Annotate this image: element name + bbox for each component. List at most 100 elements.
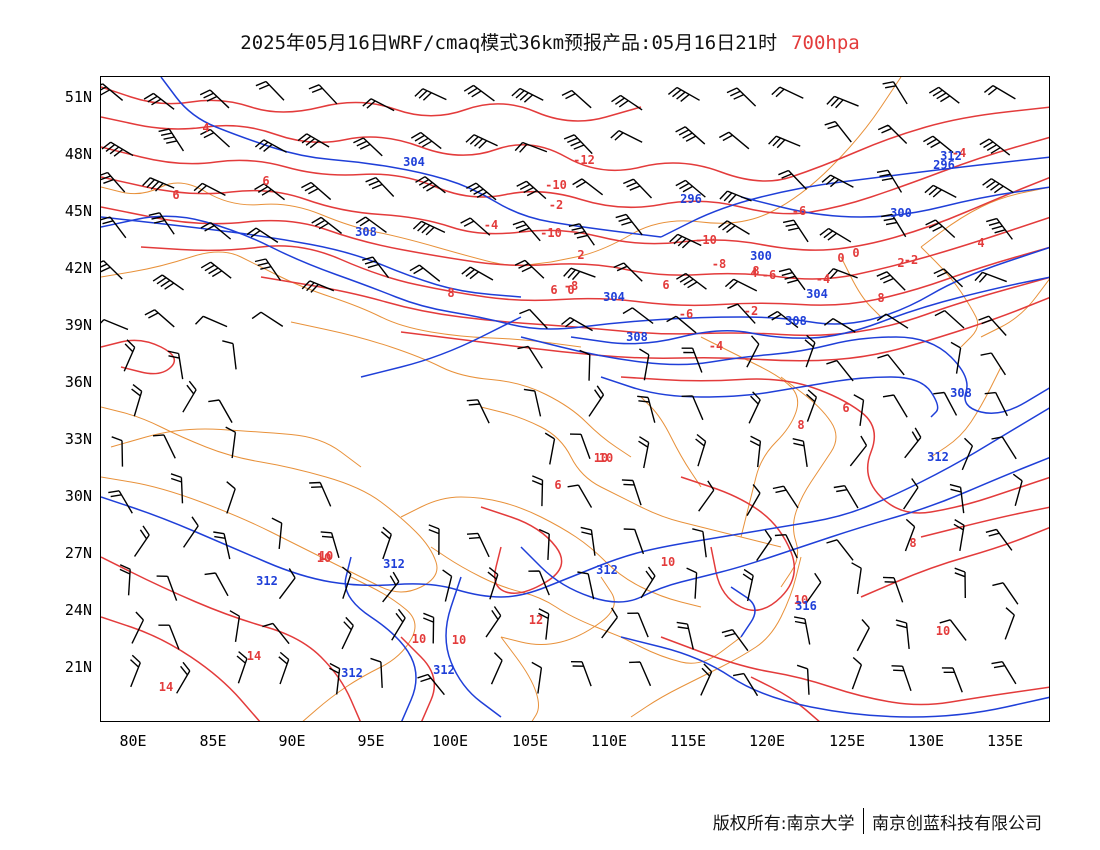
wind-barb [538,528,550,560]
wind-barb [639,348,650,381]
wind-barb [355,216,387,234]
wind-barb [891,665,912,692]
temperature-label: -2 [549,198,563,212]
wind-barb [487,567,499,600]
wind-barb [208,399,233,423]
wind-barb [461,266,494,281]
isotherm-line [400,636,436,721]
wind-barb [412,220,446,236]
wind-barb [826,539,854,561]
temperature-label: -12 [573,153,595,167]
wind-barb [563,267,596,281]
boundary-line [110,428,362,468]
lon-label: 120E [748,732,786,750]
wind-barb [382,571,400,603]
height-label: 308 [785,314,807,328]
temperature-label: 10 [319,549,333,563]
wind-barbs [101,80,1023,697]
temperature-label: 0 [567,283,574,297]
wind-barb [519,308,548,329]
wind-barb [580,526,596,556]
wind-barb [923,135,954,154]
wind-barb [512,220,541,242]
wind-barb [409,264,441,282]
wind-barb [833,485,859,509]
wind-barb [876,271,906,291]
boundary-line [101,406,438,593]
wind-barb [101,141,134,157]
wind-barb [824,120,852,143]
wind-barb [793,616,811,645]
temperature-label: -10 [540,226,562,240]
temperature-label: 8 [877,291,884,305]
height-label: 312 [383,557,405,571]
wind-barb [362,98,395,112]
wind-barb [748,391,761,424]
wind-barb [666,315,697,334]
wind-barb [410,131,442,150]
isotherm-line [101,136,1049,215]
boundary-line [640,396,702,488]
temperature-label: 8 [797,418,804,432]
temperature-label: -2 [904,253,918,267]
wind-barb [517,345,543,369]
wind-barb [158,128,185,152]
wind-barb [637,395,656,423]
boundary-line [101,182,552,266]
wind-barb [101,216,127,239]
wind-barb [882,576,904,603]
height-label: 304 [806,287,828,301]
wind-barb [329,662,341,695]
wind-barb [638,436,650,469]
wind-barb [225,426,237,459]
temperature-label: 6 [550,283,557,297]
height-label: 304 [603,290,625,304]
wind-barb [939,619,967,641]
wind-barb [742,568,754,602]
wind-barb [804,334,816,368]
temperature-label: 2 [577,248,584,262]
boundary-line [700,336,799,538]
temperature-label: -6 [792,204,806,218]
boundary-line [550,77,902,263]
wind-barb [986,217,1013,240]
wind-barb [463,84,495,102]
wind-barb [681,395,704,421]
height-label: 312 [433,663,455,677]
temperature-label: 10 [412,632,426,646]
wind-barb [423,612,435,644]
wind-barb [523,388,542,417]
wind-barb [991,661,1017,685]
isotherm-line [660,636,1049,706]
wind-barb [271,517,283,550]
wind-barb [514,259,545,279]
boundary-line [920,246,979,348]
height-contour-line [101,216,522,298]
wind-barb [961,437,974,471]
wind-barb [882,394,908,418]
copyright-university: 版权所有:南京大学 [712,813,855,834]
temperature-label: -8 [712,257,726,271]
height-contour-line [445,576,502,718]
wind-barb [979,138,1011,156]
lon-label: 90E [278,732,306,750]
wind-barb [262,622,290,645]
temperature-label: 10 [661,555,675,569]
temperature-label: 10 [794,593,808,607]
wind-barb [380,526,392,560]
lon-label: 85E [199,732,227,750]
wind-barb [341,616,354,650]
wind-barb [362,256,390,279]
temperature-label: 4 [977,236,984,250]
temperature-label: -4 [484,218,498,232]
wind-barb [749,435,762,468]
wind-barb [391,608,406,641]
wind-barb [895,619,910,649]
wind-barb [782,219,809,243]
lat-label: 27N [64,544,92,562]
wind-barb [721,629,749,652]
wind-barb [718,220,750,235]
wind-barb [853,394,865,426]
wind-barb [170,473,184,504]
wind-barb [417,673,445,696]
